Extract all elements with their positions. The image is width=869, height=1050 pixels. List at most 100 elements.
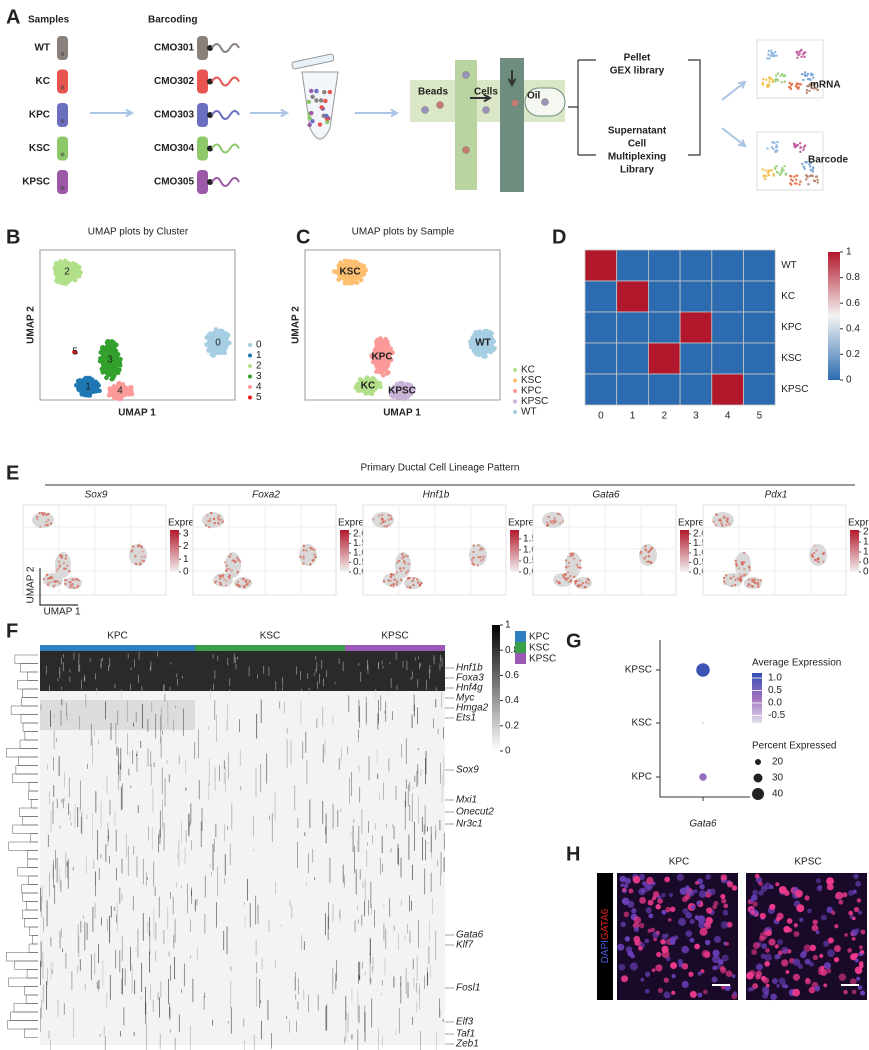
heatmap-stroke [174,919,176,943]
colorbar-tick-label: 2.0 [353,528,367,539]
barcode-tube [197,69,208,94]
heatmap-stroke [60,879,62,892]
heatmap-stroke [167,906,169,930]
heatmap-stroke [152,999,154,1012]
expressing-cell [36,517,39,521]
heatmap-stroke [160,707,162,731]
heatmap-stroke [72,866,74,871]
heatmap-stroke [223,772,225,784]
gene-title: Sox9 [85,490,108,501]
nucleus [833,957,840,963]
heatmap-stroke [416,771,418,788]
nucleus [651,968,656,973]
nucleus [620,883,625,888]
nucleus [694,943,700,950]
output-label: Supernatant [608,126,667,137]
heatmap-stroke [230,966,232,972]
heatmap-stroke [148,826,149,841]
heatmap-stroke [359,869,361,880]
heatmap-stroke [398,933,399,951]
expressing-cell [313,553,316,556]
nucleus [818,966,824,972]
cell [376,369,381,374]
expressing-cell [35,515,39,519]
cell [485,347,491,352]
heatmap-stroke [266,753,268,784]
cell [104,346,110,351]
mini-cell [800,55,803,59]
cell [113,348,119,354]
cell [64,268,69,274]
nucleus [695,881,699,885]
heatmap-cell [584,280,618,313]
mini-cell [799,146,802,149]
heatmap-stroke [426,680,427,690]
expressing-cell [73,578,76,582]
heatmap-stroke [159,997,161,1018]
heatmap-stroke [142,703,143,729]
expressing-cell [43,512,46,515]
expressing-cell [404,554,407,558]
colorbar-tick-label: 1.5 [523,533,537,544]
mini-cell [780,80,783,84]
nucleus [751,894,758,901]
colorbar-tick-label: 1.0 [863,547,869,558]
heatmap-stroke [67,862,69,879]
expressing-cell [552,521,556,525]
expressing-cell [756,579,760,582]
heatmap-stroke [135,712,137,723]
expressing-cell [302,555,305,558]
barcode-label: CMO301 [154,43,194,54]
mini-cell [816,181,820,184]
cell [376,342,381,348]
heatmap-stroke [159,1033,161,1050]
nucleus [618,963,626,971]
heatmap-stroke [441,798,443,803]
expressing-cell [71,578,74,581]
cell [204,335,209,340]
heatmap-stroke [93,730,95,736]
expressing-cell [402,567,405,570]
nucleus [721,898,727,904]
heatmap-stroke [313,673,315,676]
mini-cell [772,172,775,176]
tube-bead [309,88,314,94]
expressing-cell [43,523,47,527]
nucleus [697,971,702,976]
heatmap-stroke [443,756,445,786]
heatmap-stroke [407,784,409,807]
heatmap-stroke [63,1003,65,1015]
heatmap-stroke [442,1019,444,1022]
nucleus [697,915,706,924]
heatmap-stroke [212,1019,214,1026]
heatmap-stroke [217,655,219,662]
group-bar [195,645,345,651]
heatmap-stroke [314,877,316,881]
nucleus [661,933,668,940]
expressing-cell [647,560,651,563]
sample-label: KPC [29,110,50,121]
heatmap-stroke [42,984,44,1003]
heatmap-stroke [379,792,380,801]
expressing-cell [545,521,549,524]
expressing-cell [810,553,814,556]
heatmap-stroke [152,788,154,813]
heatmap-stroke [53,860,55,888]
heatmap-stroke [81,812,83,835]
gene-label: Taf1 [456,1029,475,1040]
heatmap-stroke [155,713,157,739]
heatmap-stroke [326,1004,328,1031]
heatmap-stroke [64,772,66,788]
heatmap-stroke [181,989,182,993]
heatmap-band [40,651,445,691]
mini-cell [795,182,798,185]
heatmap-stroke [147,921,149,933]
heatmap-stroke [170,1029,172,1033]
heatmap-stroke [411,716,413,729]
cell [59,262,64,268]
expressing-cell [228,574,232,577]
heatmap-stroke [196,947,198,960]
expressing-cell [75,578,79,581]
cell [79,391,85,397]
nucleus [765,948,770,953]
